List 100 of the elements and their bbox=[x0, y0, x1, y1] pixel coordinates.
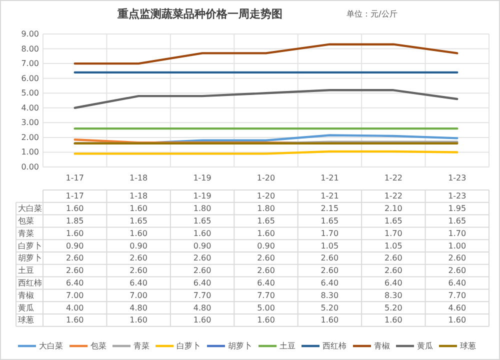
data-label: 5.20 bbox=[320, 303, 339, 312]
data-label: 1.80 bbox=[257, 204, 275, 214]
legend-label: 大白菜 bbox=[39, 342, 63, 350]
data-label: 6.40 bbox=[66, 278, 84, 288]
data-label: 1.60 bbox=[130, 228, 148, 238]
data-label: 1.60 bbox=[193, 228, 212, 238]
data-label: 1.60 bbox=[448, 316, 466, 325]
data-label: 1.60 bbox=[320, 316, 339, 325]
x-tick-label: 1-18 bbox=[129, 174, 148, 182]
category-label: 1-19 bbox=[193, 192, 212, 201]
data-label: 2.10 bbox=[384, 204, 402, 214]
text: 黄瓜 bbox=[18, 303, 34, 312]
y-tick-label: 7.00 bbox=[21, 59, 39, 68]
chart-title: 重点监测蔬菜品种价格一周走势图 bbox=[116, 8, 282, 20]
data-label: 1.60 bbox=[66, 228, 84, 238]
data-label: 2.60 bbox=[130, 266, 148, 276]
data-label: 4.80 bbox=[193, 303, 212, 312]
text: 白萝卜 bbox=[18, 241, 42, 250]
text: 大白菜 bbox=[18, 204, 42, 214]
data-label: 1.65 bbox=[130, 216, 148, 226]
data-label: 2.60 bbox=[448, 266, 466, 276]
data-label: 1.05 bbox=[320, 241, 339, 250]
data-label: 7.70 bbox=[193, 290, 212, 300]
data-label: 8.30 bbox=[384, 290, 402, 300]
data-label: 1.60 bbox=[130, 316, 148, 325]
data-label: 1.70 bbox=[448, 228, 466, 238]
y-tick-label: 5.00 bbox=[21, 88, 39, 98]
data-label: 1.65 bbox=[320, 216, 339, 226]
data-label: 7.00 bbox=[66, 290, 84, 300]
category-label: 1-17 bbox=[66, 192, 84, 201]
line-series bbox=[74, 89, 458, 109]
data-label: 6.40 bbox=[130, 278, 148, 288]
data-label: 6.40 bbox=[448, 278, 466, 288]
data-label: 2.60 bbox=[193, 266, 212, 276]
category-label: 1-22 bbox=[384, 192, 403, 201]
data-label: 2.60 bbox=[257, 266, 275, 276]
data-label: 4.60 bbox=[448, 303, 466, 312]
x-tick-label: 1-17 bbox=[66, 174, 84, 182]
data-label: 8.30 bbox=[320, 290, 339, 300]
x-tick-label: 1-19 bbox=[193, 174, 212, 182]
legend-label: 白萝卜 bbox=[176, 342, 200, 350]
legend-label: 西红柿 bbox=[322, 342, 346, 350]
text: 2.60 bbox=[448, 254, 466, 263]
data-label: 0.90 bbox=[257, 241, 275, 250]
data-label: 5.00 bbox=[257, 303, 275, 312]
data-label: 1.70 bbox=[320, 228, 339, 238]
text: 青菜 bbox=[18, 228, 34, 238]
text: 西红柿 bbox=[18, 278, 42, 288]
data-label: 1.60 bbox=[257, 228, 275, 238]
data-label: 1.85 bbox=[66, 216, 84, 226]
data-label: 1.60 bbox=[384, 316, 402, 325]
legend-label: 青菜 bbox=[134, 342, 150, 350]
category-label: 1-18 bbox=[129, 192, 148, 201]
data-label: 1.60 bbox=[130, 204, 148, 214]
data-label: 1.00 bbox=[448, 241, 466, 250]
data-label: 1.80 bbox=[193, 204, 212, 214]
x-tick-label: 1-23 bbox=[448, 174, 466, 182]
data-label: 1.60 bbox=[66, 204, 84, 214]
text: 球葱 bbox=[18, 316, 34, 325]
data-label: 1.65 bbox=[448, 216, 466, 226]
category-label: 1-23 bbox=[448, 192, 466, 201]
y-tick-label: 0.00 bbox=[21, 162, 39, 172]
data-label: 1.70 bbox=[384, 228, 402, 238]
text: 2.60 bbox=[193, 254, 212, 263]
y-tick-label: 1.00 bbox=[21, 148, 39, 157]
chart-subtitle: 单位：元/公斤 bbox=[346, 10, 398, 18]
x-tick-label: 1-20 bbox=[256, 174, 276, 182]
legend-label: 球葱 bbox=[460, 342, 476, 350]
data-label: 1.60 bbox=[66, 316, 84, 325]
text: 2.60 bbox=[384, 254, 402, 263]
text: 土豆 bbox=[18, 266, 34, 276]
legend-label: 包菜 bbox=[90, 342, 106, 350]
y-tick-label: 2.00 bbox=[21, 132, 39, 142]
data-label: 1.05 bbox=[384, 241, 402, 250]
legend-label: 土豆 bbox=[280, 342, 296, 350]
data-label: 2.60 bbox=[320, 266, 339, 276]
data-label: 1.65 bbox=[193, 216, 212, 226]
data-label: 1.95 bbox=[448, 204, 466, 214]
data-label: 0.90 bbox=[193, 241, 212, 250]
text: 2.60 bbox=[66, 254, 84, 263]
data-label: 2.60 bbox=[66, 266, 84, 276]
text: 青椒 bbox=[18, 290, 34, 300]
data-label: 1.65 bbox=[257, 216, 275, 226]
data-label: 5.20 bbox=[384, 303, 402, 312]
data-label: 7.00 bbox=[130, 290, 148, 300]
y-tick-label: 9.00 bbox=[21, 30, 39, 38]
text: 2.60 bbox=[257, 254, 275, 263]
y-tick-label: 4.00 bbox=[21, 103, 39, 112]
y-tick-label: 6.00 bbox=[21, 74, 39, 83]
y-tick-label: 3.00 bbox=[21, 118, 39, 128]
text: 2.60 bbox=[130, 254, 148, 263]
category-label: 1-20 bbox=[256, 192, 276, 201]
y-tick-label: 8.00 bbox=[21, 44, 39, 54]
legend-label: 青椒 bbox=[374, 342, 390, 350]
text: 胡萝卜 bbox=[18, 254, 42, 263]
legend-label: 黄瓜 bbox=[417, 342, 433, 350]
data-label: 6.40 bbox=[257, 278, 275, 288]
data-label: 0.90 bbox=[130, 241, 148, 250]
data-label: 6.40 bbox=[193, 278, 212, 288]
data-label: 1.65 bbox=[384, 216, 402, 226]
